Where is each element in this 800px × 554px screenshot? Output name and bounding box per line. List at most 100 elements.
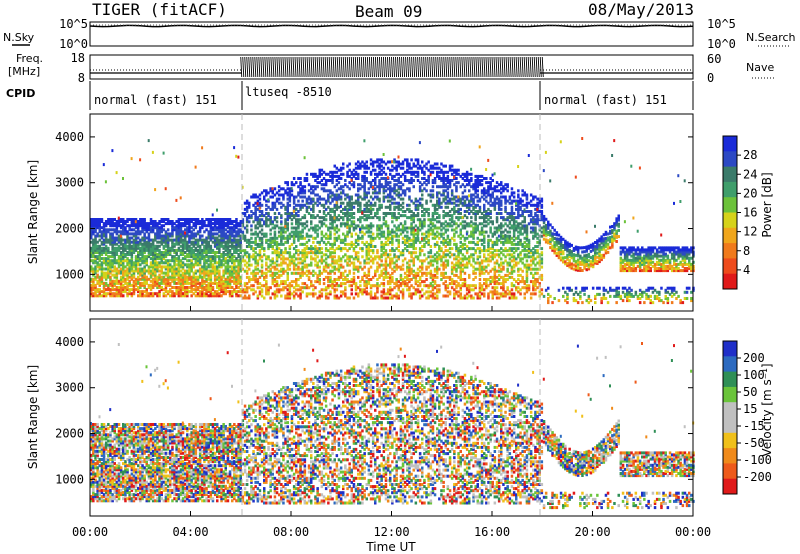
echo-cell — [166, 244, 170, 248]
echo-cell — [374, 172, 377, 176]
echo-cell — [305, 292, 309, 296]
echo-cell — [96, 246, 99, 250]
echo-cell — [314, 174, 317, 178]
echo-cell — [267, 238, 270, 242]
nave-sample — [340, 56, 343, 78]
echo-cell — [115, 279, 119, 283]
echo-cell — [224, 232, 227, 236]
echo-cell — [207, 220, 210, 223]
echo-cell — [196, 240, 200, 244]
echo-cell — [211, 265, 215, 269]
nave-sample — [527, 56, 530, 78]
echo-cell — [119, 292, 123, 296]
echo-cell — [143, 281, 146, 285]
echo-cell — [433, 177, 437, 180]
echo-cell — [111, 283, 114, 287]
echo-cell — [222, 224, 225, 228]
echo-cell — [160, 251, 163, 254]
echo-cell — [254, 240, 257, 244]
nave-sample — [280, 56, 283, 78]
echo-cell — [446, 174, 450, 178]
echo-cell — [179, 238, 183, 242]
echo-cell — [128, 244, 131, 248]
nave-sample — [391, 56, 393, 78]
echo-cell — [128, 259, 131, 263]
echo-cell — [280, 242, 283, 246]
nave-sample — [431, 56, 434, 78]
echo-cell — [316, 278, 319, 281]
echo-cell — [384, 189, 388, 193]
nave-sample — [399, 56, 401, 78]
echo-cell — [226, 224, 230, 228]
echo-cell — [412, 185, 415, 189]
echo-cell — [171, 234, 174, 238]
echo-cell — [258, 282, 262, 286]
echo-cell — [94, 246, 97, 250]
echo-cell — [160, 281, 163, 285]
echo-cell — [267, 245, 270, 248]
echo-cell — [90, 259, 93, 263]
echo-cell — [241, 232, 245, 236]
echo-cell — [171, 290, 174, 294]
echo-cell — [312, 240, 315, 244]
echo-cell — [98, 279, 101, 283]
echo-cell — [431, 189, 435, 193]
echo-cell — [337, 275, 341, 279]
echo-cell — [282, 226, 285, 230]
echo-cell — [391, 271, 394, 275]
echo-cell — [267, 265, 270, 269]
echo-cell — [207, 234, 210, 238]
echo-cell — [107, 286, 110, 289]
echo-cell — [239, 265, 242, 269]
echo-cell — [117, 290, 121, 294]
echo-cell — [271, 278, 274, 281]
echo-cell — [277, 193, 281, 197]
echo-cell — [433, 232, 437, 236]
echo-cell — [288, 294, 292, 298]
echo-cell — [184, 234, 187, 238]
echo-cell — [384, 212, 388, 215]
echo-cell — [384, 257, 388, 261]
echo-cell — [299, 191, 302, 195]
echo-cell — [158, 232, 161, 236]
echo-cell — [137, 281, 140, 285]
echo-cell — [292, 205, 296, 209]
echo-cell — [104, 294, 108, 298]
echo-cell — [196, 269, 200, 273]
echo-cell — [117, 271, 121, 275]
echo-cell — [235, 273, 238, 277]
echo-cell — [231, 230, 234, 234]
echo-cell — [331, 255, 334, 259]
echo-cell — [181, 286, 185, 289]
nave-sample — [358, 56, 361, 78]
echo-cell — [166, 238, 170, 242]
echo-cell — [380, 172, 383, 176]
echo-cell — [295, 226, 298, 230]
echo-cell — [179, 228, 183, 232]
echo-cell — [231, 259, 234, 263]
echo-cell — [380, 290, 383, 294]
echo-cell — [265, 275, 268, 279]
echo-cell — [158, 240, 161, 244]
echo-cell — [248, 220, 251, 224]
echo-cell — [337, 187, 341, 191]
echo-cell — [318, 259, 321, 263]
echo-cell — [115, 228, 119, 232]
echo-cell — [109, 218, 112, 221]
echo-cell — [90, 224, 93, 228]
echo-cell — [303, 251, 307, 255]
echo-cell — [256, 286, 260, 290]
echo-cell — [301, 216, 304, 220]
echo-cell — [305, 207, 309, 211]
echo-cell — [250, 236, 253, 240]
echo-cell — [228, 275, 232, 279]
echo-cell — [235, 244, 238, 248]
echo-cell — [237, 228, 240, 232]
echo-cell — [104, 283, 108, 287]
echo-cell — [158, 228, 161, 232]
echo-cell — [209, 248, 213, 252]
echo-cell — [265, 267, 268, 271]
echo-cell — [337, 284, 341, 288]
echo-cell — [96, 261, 99, 265]
echo-cell — [151, 246, 155, 250]
